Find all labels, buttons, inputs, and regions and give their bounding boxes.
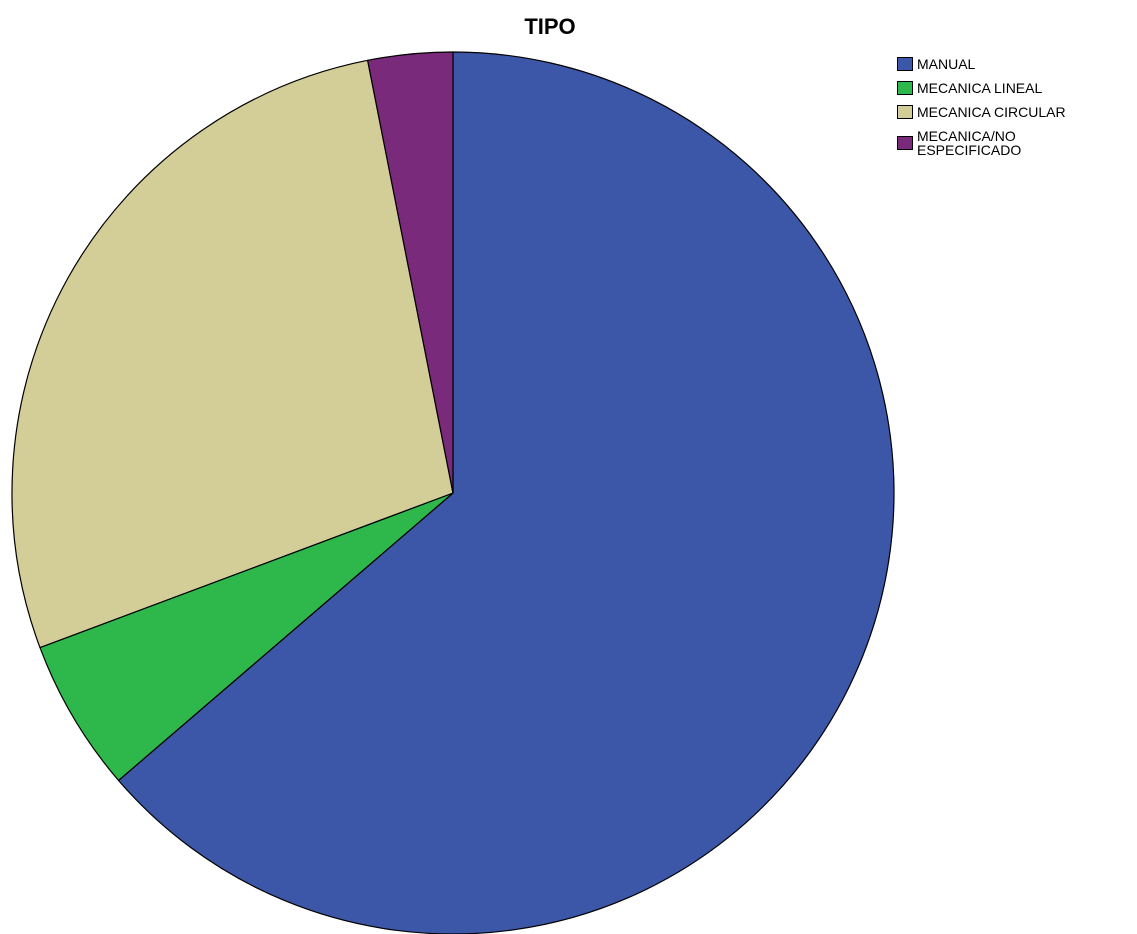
legend-label: MECANICA CIRCULAR xyxy=(917,104,1066,120)
legend-swatch xyxy=(897,57,913,71)
legend-label: MANUAL xyxy=(917,56,976,72)
pie-slice-mecanica-no-especificado xyxy=(367,51,454,494)
legend-item: MANUAL xyxy=(897,57,1066,71)
legend-item: MECANICA/NO ESPECIFICADO xyxy=(897,129,1066,157)
legend-swatch xyxy=(897,136,913,150)
legend-item: MECANICA CIRCULAR xyxy=(897,105,1066,119)
legend-swatch xyxy=(897,81,913,95)
chart-title: TIPO xyxy=(524,14,576,39)
pie-slice-mecanica-circular xyxy=(11,59,454,649)
pie-slice-mecanica-lineal xyxy=(39,492,454,782)
pie-slice-manual xyxy=(117,51,895,934)
legend-label: MECANICA/NO ESPECIFICADO xyxy=(917,128,1022,158)
legend-item: MECANICA LINEAL xyxy=(897,81,1066,95)
legend-swatch xyxy=(897,105,913,119)
legend: MANUAL MECANICA LINEAL MECANICA CIRCULAR ME… xyxy=(897,57,1066,167)
legend-label: MECANICA LINEAL xyxy=(917,80,1043,96)
